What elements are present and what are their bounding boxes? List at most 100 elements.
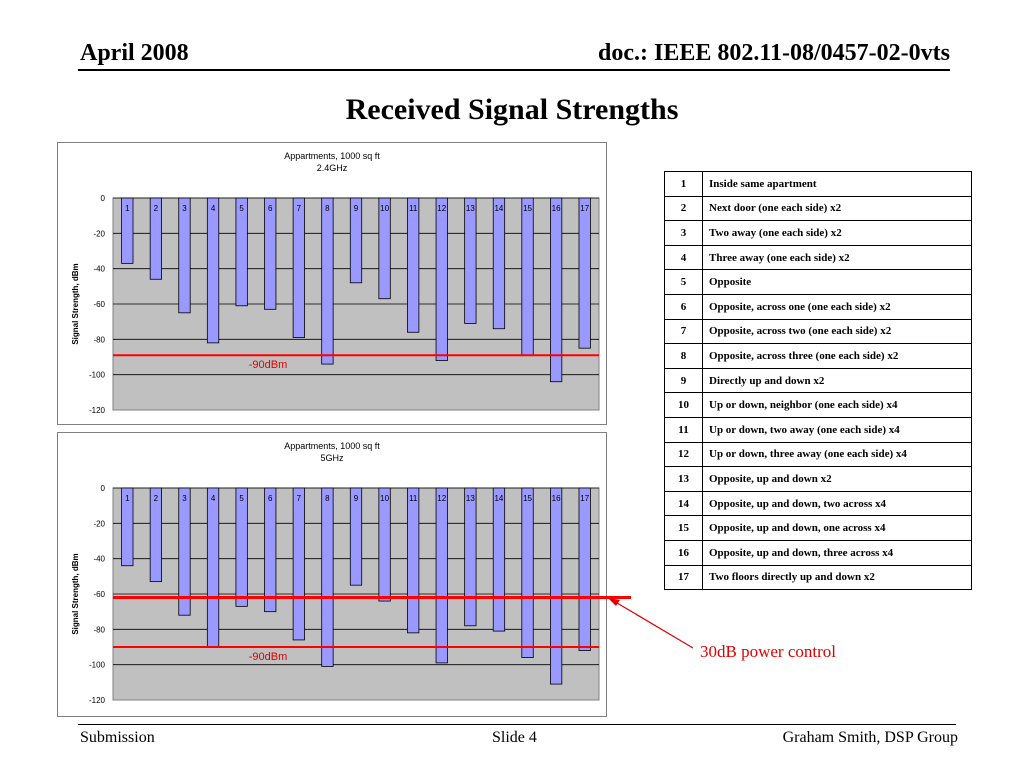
category-label: 7	[297, 204, 302, 213]
category-label: 6	[268, 494, 273, 503]
bar-location-4	[206, 487, 220, 648]
category-label: 2	[154, 204, 159, 213]
arrow-line	[611, 599, 694, 649]
category-label: 5	[239, 494, 244, 503]
legend-number: 13	[664, 466, 703, 492]
legend-number: 10	[664, 392, 703, 418]
category-label: 1	[125, 494, 130, 503]
category-label: 14	[494, 494, 503, 503]
category-label: 5	[239, 204, 244, 213]
y-tick-label: 0	[101, 194, 106, 203]
legend-description: Inside same apartment	[702, 171, 972, 197]
category-label: 4	[211, 204, 216, 213]
bar-location-10	[378, 487, 391, 602]
category-label: 11	[409, 494, 418, 503]
legend-number: 9	[664, 367, 703, 394]
category-label: 14	[494, 204, 503, 213]
legend-description: Next door (one each side) x2	[702, 195, 972, 222]
y-tick-label: -60	[93, 300, 105, 309]
legend-description: Up or down, three away (one each side) x…	[702, 441, 972, 468]
legend-row-17: 17 Two floors directly up and down x2	[664, 564, 972, 591]
legend-description: Opposite, across three (one each side) x…	[702, 343, 972, 369]
chart-5ghz-svg: Appartments, 1000 sq ft 5GHz 0 -20 -40 -60 -80…	[71, 441, 631, 705]
y-axis-label: Signal Strength, dBm	[71, 553, 80, 634]
bar-location-5	[235, 487, 248, 607]
legend-description: Opposite, up and down x2	[702, 466, 972, 492]
category-label: 15	[523, 494, 532, 503]
category-label: 9	[354, 494, 359, 503]
legend-description: Directly up and down x2	[702, 367, 972, 394]
category-label: 13	[466, 204, 475, 213]
legend-description: Up or down, two away (one each side) x4	[702, 416, 972, 443]
legend-number: 8	[664, 343, 703, 369]
category-label: 6	[268, 204, 273, 213]
legend-description: Two away (one each side) x2	[702, 220, 972, 246]
category-label: 16	[552, 494, 561, 503]
y-tick-label: -20	[93, 229, 105, 238]
y-tick-label: 0	[101, 484, 106, 493]
legend-description: Up or down, neighbor (one each side) x4	[702, 392, 972, 418]
legend-number: 15	[664, 515, 703, 541]
header-date: April 2008	[80, 40, 189, 66]
category-label: 16	[552, 204, 561, 213]
bar-location-13	[464, 487, 477, 627]
category-label: 8	[325, 494, 330, 503]
legend-row-5: 5 Opposite	[664, 269, 972, 295]
footer-rule	[78, 724, 956, 725]
legend-number: 12	[664, 441, 703, 468]
legend-number: 2	[664, 195, 703, 222]
y-tick-label: -100	[89, 371, 106, 380]
y-tick-label: -80	[93, 335, 105, 344]
bar-location-6	[264, 487, 277, 613]
bar-location-7	[292, 487, 305, 641]
category-label: 10	[380, 494, 389, 503]
legend-number: 16	[664, 539, 703, 566]
legend-row-8: 8 Opposite, across three (one each side) …	[664, 343, 972, 369]
reference-line-label: -90dBm	[249, 651, 288, 663]
chart-subtitle: 5GHz	[320, 453, 344, 463]
footer-author: Graham Smith, DSP Group	[782, 729, 958, 746]
y-tick-label: -20	[93, 519, 105, 528]
legend-description: Opposite, across one (one each side) x2	[702, 293, 972, 320]
bar-location-6	[264, 197, 277, 310]
legend-number: 3	[664, 220, 703, 246]
bar-location-4	[206, 197, 220, 344]
y-tick-label: -120	[89, 406, 106, 415]
legend-row-1: 1 Inside same apartment	[664, 171, 972, 197]
y-axis-label: Signal Strength, dBm	[71, 263, 80, 344]
bar-location-1	[121, 487, 134, 567]
category-label: 10	[380, 204, 389, 213]
legend-row-6: 6 Opposite, across one (one each side) x2	[664, 293, 972, 320]
category-label: 11	[409, 204, 418, 213]
bar-location-15	[521, 197, 534, 356]
category-label: 9	[354, 204, 359, 213]
bar-location-17	[578, 197, 591, 349]
legend-description: Two floors directly up and down x2	[702, 564, 972, 591]
y-tick-label: -40	[93, 555, 105, 564]
arrow-head	[608, 598, 620, 606]
bar-location-11	[407, 197, 420, 333]
bar-location-8	[321, 487, 334, 667]
category-label: 1	[125, 204, 130, 213]
bar-location-12	[435, 197, 448, 361]
bar-location-3	[178, 487, 191, 616]
legend-number: 7	[664, 318, 703, 345]
legend-number: 1	[664, 171, 703, 197]
legend-row-9: 9 Directly up and down x2	[664, 367, 972, 394]
legend-description: Opposite, up and down, one across x4	[702, 515, 972, 541]
bar-location-3	[178, 197, 191, 314]
category-label: 17	[580, 204, 589, 213]
chart-title: Appartments, 1000 sq ft	[284, 441, 380, 451]
bar-location-17	[578, 487, 591, 651]
bar-location-12	[435, 487, 448, 664]
bar-location-5	[235, 197, 248, 307]
legend-description: Opposite, across two (one each side) x2	[702, 318, 972, 345]
chart-2-4ghz: Appartments, 1000 sq ft 2.4GHz 0 -20 -40 -60 -…	[57, 142, 607, 425]
bar-location-16	[549, 487, 563, 685]
footer-submission: Submission	[80, 729, 155, 746]
legend-row-15: 15 Opposite, up and down, one across x4	[664, 515, 972, 541]
bar-location-9	[349, 487, 363, 586]
bar-location-9	[349, 197, 363, 284]
legend-row-11: 11 Up or down, two away (one each side) x…	[664, 416, 972, 443]
y-tick-label: -100	[89, 661, 106, 670]
